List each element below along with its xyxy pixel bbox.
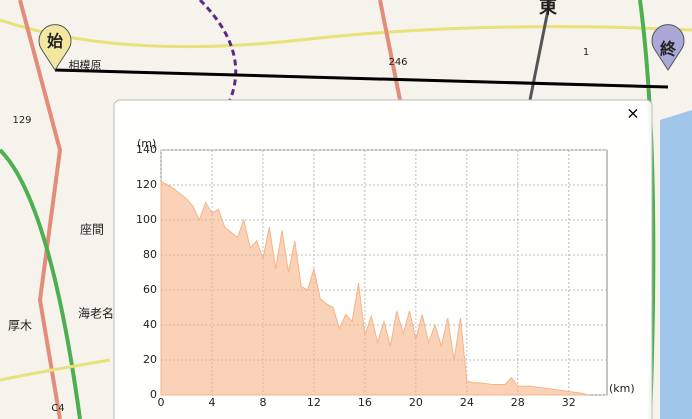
elevation-area	[160, 180, 589, 396]
y-tick-label: 120	[136, 178, 157, 191]
road	[0, 358, 111, 382]
map-label: 厚木	[8, 319, 32, 333]
boundary	[198, 0, 238, 101]
x-axis-label: (km)	[609, 382, 635, 395]
end-pin[interactable]	[651, 24, 685, 71]
map-label: 始	[47, 32, 63, 51]
map-label: 終	[660, 40, 677, 59]
route-line	[54, 68, 669, 89]
x-tick-label: 28	[511, 396, 525, 409]
y-tick-label: 20	[143, 353, 157, 366]
x-tick-label: 8	[259, 396, 266, 409]
elevation-chart: 0 20 40 60 80 100 120 140 0 4 8 12 16 20 24 28 32 (km) (m)	[136, 137, 635, 409]
map-label: 東	[539, 0, 557, 18]
y-tick-label: 0	[150, 388, 157, 401]
sea	[660, 110, 692, 419]
x-tick-label: 32	[562, 396, 576, 409]
map-label: 246	[388, 57, 407, 68]
x-tick-label: 20	[409, 396, 423, 409]
map-label: 相模原	[69, 59, 102, 72]
x-tick-label: 24	[460, 396, 474, 409]
x-tick-label: 12	[307, 396, 321, 409]
y-axis-label: (m)	[137, 137, 156, 150]
x-tick-label: 16	[358, 396, 372, 409]
y-tick-label: 140	[136, 143, 157, 156]
start-pin[interactable]	[38, 24, 72, 71]
close-button[interactable]: ×	[626, 104, 639, 123]
road	[18, 0, 63, 419]
map-label: C4	[51, 403, 64, 414]
x-tick-label: 4	[208, 396, 215, 409]
map-label: 座間	[80, 222, 104, 237]
map-label: 海老名	[78, 306, 114, 321]
y-tick-label: 60	[143, 283, 157, 296]
y-tick-label: 100	[136, 213, 157, 226]
road	[0, 18, 692, 49]
y-tick-label: 40	[143, 318, 157, 331]
x-tick-label: 0	[158, 396, 165, 409]
road	[378, 0, 402, 101]
map-label: 129	[12, 115, 31, 126]
y-tick-label: 80	[143, 248, 157, 261]
map-label: 1	[583, 47, 589, 58]
